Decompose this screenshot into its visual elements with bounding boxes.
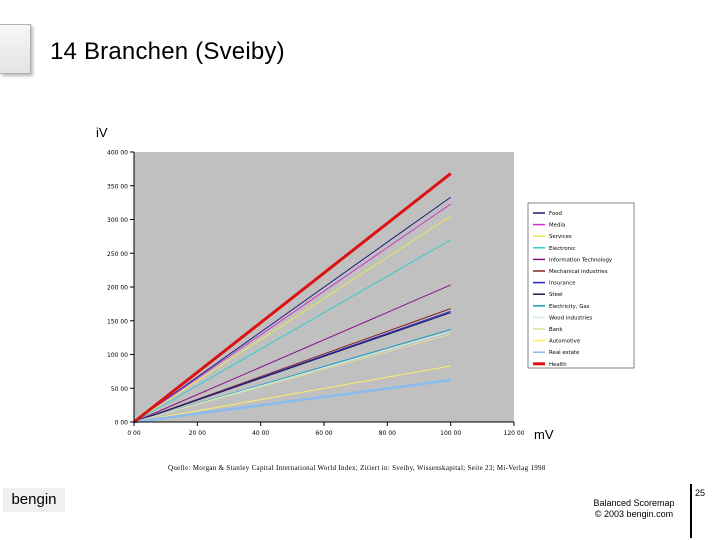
x-tick-label: 100 00 (440, 430, 461, 437)
series-line-10 (133, 333, 451, 423)
slide-logo-box (0, 24, 31, 74)
y-tick-label: 350 00 (107, 183, 128, 190)
series-line-4 (133, 284, 451, 423)
x-tick-label: 20 00 (189, 430, 206, 437)
legend-label-2: Services (549, 234, 572, 240)
series-line-7 (133, 312, 451, 423)
x-axis-label: mV (534, 427, 554, 442)
series-line-12 (133, 378, 451, 424)
footer-line-1: Balanced Scoremap (593, 498, 675, 508)
legend-label-12: Real estate (549, 350, 580, 356)
brand-logo: bengin (3, 488, 65, 512)
page-number: 25 (695, 488, 706, 498)
series-line-2 (133, 215, 451, 423)
series-lines (133, 172, 452, 424)
y-tick-label: 50 00 (111, 386, 128, 393)
axis-ticks: 0 00 50 00 100 00 150 00 200 00 250 00 300 00 3… (107, 150, 525, 438)
legend-label-6: Insurance (549, 281, 576, 287)
legend-label-1: Media (549, 223, 565, 229)
legend-label-3: Electronic (549, 246, 576, 252)
y-tick-label: 400 00 (107, 150, 128, 157)
y-axis-label: iV (96, 125, 108, 140)
y-tick-label: 200 00 (107, 285, 128, 292)
legend-label-4: Information Technology (549, 257, 613, 263)
legend-label-5: Mechanical industries (549, 269, 608, 275)
legend (527, 202, 635, 369)
footer-divider (690, 484, 692, 538)
series-line-11 (133, 365, 451, 423)
legend-label-9: Wood industries (549, 315, 592, 321)
legend-label-11: Automotive (549, 339, 581, 345)
slide-title: 14 Branchen (Sveiby) (50, 38, 285, 65)
legend-label-13: Health (549, 362, 567, 368)
y-tick-label: 150 00 (107, 318, 128, 325)
legend-label-0: Food (549, 211, 562, 217)
legend-label-8: Electricity, Gas (549, 304, 590, 310)
footer-line-2: © 2003 bengin.com (594, 509, 674, 519)
x-tick-label: 40 00 (252, 430, 269, 437)
y-tick-label: 250 00 (107, 251, 128, 258)
y-tick-label: 0 00 (115, 420, 129, 427)
x-tick-label: 60 00 (315, 430, 332, 437)
series-line-3 (133, 239, 451, 423)
series-line-1 (133, 203, 451, 423)
source-note: Quelle: Morgan & Stanley Capital Interna… (168, 464, 546, 472)
legend-label-10: Bank (549, 327, 563, 333)
legend-items: Food Media Services Electronic Information T… (533, 211, 613, 368)
series-line-0 (133, 196, 451, 423)
y-tick-label: 300 00 (107, 217, 128, 224)
series-line-13 (133, 172, 452, 424)
legend-label-7: Steel (549, 292, 563, 298)
x-tick-label: 120 00 (504, 430, 525, 437)
x-tick-label: 0 00 (127, 430, 141, 437)
x-tick-label: 80 00 (379, 430, 396, 437)
footer-credit: Balanced Scoremap © 2003 bengin.com (574, 498, 694, 520)
y-tick-label: 100 00 (107, 352, 128, 359)
